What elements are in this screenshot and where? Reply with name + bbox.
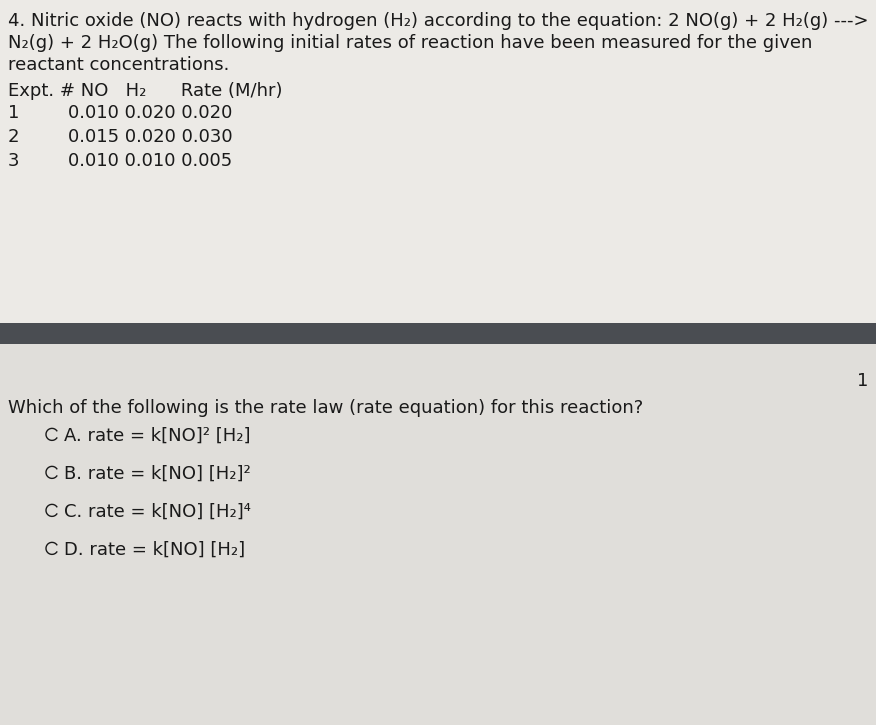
Text: reactant concentrations.: reactant concentrations. xyxy=(8,56,230,74)
Text: Which of the following is the rate law (rate equation) for this reaction?: Which of the following is the rate law (… xyxy=(8,399,643,418)
Text: 2: 2 xyxy=(8,128,19,146)
Text: 0.010 0.020 0.020: 0.010 0.020 0.020 xyxy=(68,104,232,122)
Bar xyxy=(0,323,876,344)
Text: D. rate = k[NO] [H₂]: D. rate = k[NO] [H₂] xyxy=(64,540,245,558)
Text: A. rate = k[NO]² [H₂]: A. rate = k[NO]² [H₂] xyxy=(64,426,251,444)
Text: 0.015 0.020 0.030: 0.015 0.020 0.030 xyxy=(68,128,233,146)
Bar xyxy=(0,0,876,323)
Text: 4. Nitric oxide (NO) reacts with hydrogen (H₂) according to the equation: 2 NO(g: 4. Nitric oxide (NO) reacts with hydroge… xyxy=(8,12,868,30)
Bar xyxy=(0,344,876,725)
Text: B. rate = k[NO] [H₂]²: B. rate = k[NO] [H₂]² xyxy=(64,465,251,482)
Text: C. rate = k[NO] [H₂]⁴: C. rate = k[NO] [H₂]⁴ xyxy=(64,502,251,521)
Text: 1: 1 xyxy=(857,373,868,390)
Text: 1: 1 xyxy=(8,104,19,122)
Text: Expt. # NO   H₂      Rate (M/hr): Expt. # NO H₂ Rate (M/hr) xyxy=(8,82,282,100)
Text: 3: 3 xyxy=(8,152,19,170)
Text: 0.010 0.010 0.005: 0.010 0.010 0.005 xyxy=(68,152,232,170)
Text: N₂(g) + 2 H₂O(g) The following initial rates of reaction have been measured for : N₂(g) + 2 H₂O(g) The following initial r… xyxy=(8,34,812,52)
